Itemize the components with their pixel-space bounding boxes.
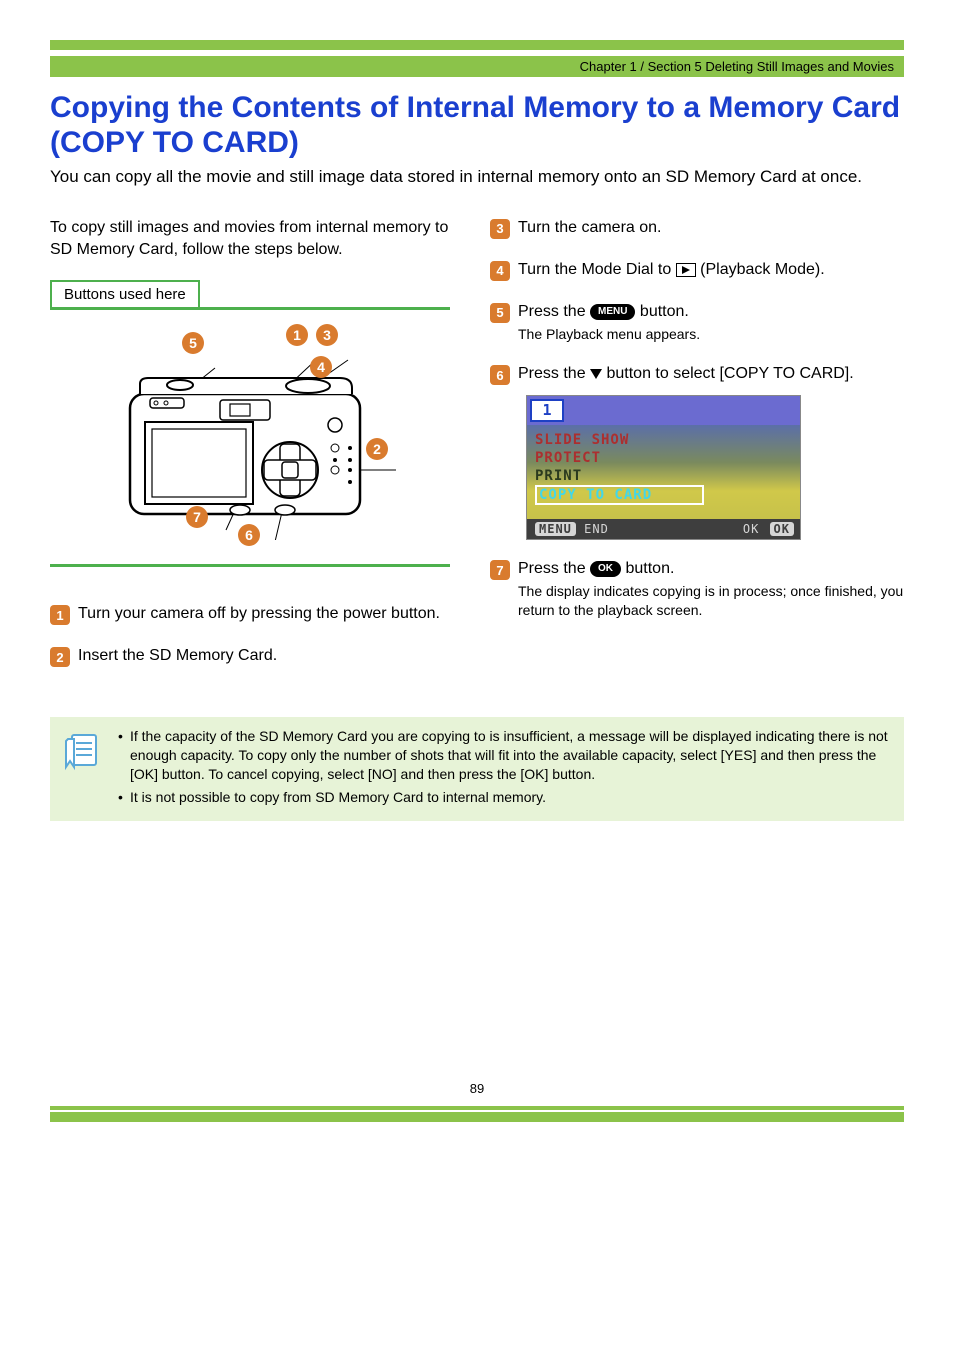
- callout-6: 6: [238, 524, 260, 546]
- menu-item: SLIDE SHOW: [535, 431, 792, 449]
- step-subtext: The display indicates copying is in proc…: [518, 582, 904, 620]
- menu-footer-text: END: [584, 522, 609, 536]
- step-6: 6 Press the button to select [COPY TO CA…: [490, 363, 904, 385]
- step-text: Press the button to select [COPY TO CARD…: [518, 363, 904, 385]
- step-text-post: button.: [621, 560, 674, 577]
- left-lead: To copy still images and movies from int…: [50, 217, 450, 260]
- top-accent-bars: [50, 40, 904, 50]
- step-number: 2: [50, 647, 70, 667]
- note-item: It is not possible to copy from SD Memor…: [118, 788, 890, 807]
- camera-back-illustration: [90, 330, 410, 540]
- step-number: 3: [490, 219, 510, 239]
- step-number: 6: [490, 365, 510, 385]
- note-list: If the capacity of the SD Memory Card yo…: [118, 727, 890, 811]
- step-text: Turn the camera on.: [518, 217, 904, 239]
- menu-footer-text: OK: [743, 522, 759, 536]
- menu-footer: MENU END OK OK: [527, 519, 800, 539]
- callout-2: 2: [366, 438, 388, 460]
- step-2: 2 Insert the SD Memory Card.: [50, 645, 450, 667]
- ok-button-icon: OK: [590, 561, 621, 577]
- step-7: 7 Press the OK button. The display indic…: [490, 558, 904, 619]
- step-text: Insert the SD Memory Card.: [78, 645, 450, 667]
- step-subtext: The Playback menu appears.: [518, 325, 904, 344]
- note-icon: [64, 727, 104, 811]
- callout-3: 3: [316, 324, 338, 346]
- menu-button-icon: MENU: [590, 304, 635, 320]
- menu-tab-bar: 1: [527, 396, 800, 425]
- step-number: 5: [490, 303, 510, 323]
- menu-items: SLIDE SHOW PROTECT PRINT COPY TO CARD: [527, 425, 800, 519]
- page-title: Copying the Contents of Internal Memory …: [50, 91, 904, 160]
- bottom-accent-bars: [50, 1106, 904, 1122]
- step-number: 7: [490, 560, 510, 580]
- menu-tab: 1: [530, 399, 564, 422]
- menu-item: PROTECT: [535, 449, 792, 467]
- step-3: 3 Turn the camera on.: [490, 217, 904, 239]
- menu-item: PRINT: [535, 467, 792, 485]
- step-5: 5 Press the MENU button. The Playback me…: [490, 301, 904, 343]
- callout-1: 1: [286, 324, 308, 346]
- step-text-post: (Playback Mode).: [696, 261, 825, 278]
- intro-text: You can copy all the movie and still ima…: [50, 166, 904, 189]
- step-text: Press the OK button.: [518, 558, 904, 580]
- down-arrow-icon: [590, 369, 602, 379]
- step-text: Press the MENU button.: [518, 301, 904, 323]
- playback-mode-icon: [676, 263, 696, 277]
- step-text: Turn your camera off by pressing the pow…: [78, 603, 450, 625]
- step-text: Turn the Mode Dial to (Playback Mode).: [518, 259, 904, 281]
- menu-footer-badge: OK: [770, 522, 794, 536]
- playback-menu-screenshot: 1 SLIDE SHOW PROTECT PRINT COPY TO CARD …: [526, 395, 801, 540]
- step-text-pre: Press the: [518, 303, 590, 320]
- page-number: 89: [50, 1081, 904, 1096]
- buttons-used-here-label: Buttons used here: [50, 280, 200, 309]
- menu-footer-badge: MENU: [535, 522, 576, 536]
- callout-4: 4: [310, 356, 332, 378]
- step-number: 4: [490, 261, 510, 281]
- note-box: If the capacity of the SD Memory Card yo…: [50, 717, 904, 821]
- step-text-pre: Turn the Mode Dial to: [518, 261, 676, 278]
- step-number: 1: [50, 605, 70, 625]
- callout-7: 7: [186, 506, 208, 528]
- callout-5: 5: [182, 332, 204, 354]
- camera-diagram: 5 1 3 4 2 7 6: [50, 307, 450, 567]
- step-text-post: button.: [635, 303, 688, 320]
- note-item: If the capacity of the SD Memory Card yo…: [118, 727, 890, 784]
- step-1: 1 Turn your camera off by pressing the p…: [50, 603, 450, 625]
- menu-item-selected: COPY TO CARD: [535, 485, 704, 505]
- step-text-pre: Press the: [518, 560, 590, 577]
- step-text-post: button to select [COPY TO CARD].: [602, 365, 854, 382]
- breadcrumb: Chapter 1 / Section 5 Deleting Still Ima…: [50, 56, 904, 77]
- step-text-pre: Press the: [518, 365, 590, 382]
- step-4: 4 Turn the Mode Dial to (Playback Mode).: [490, 259, 904, 281]
